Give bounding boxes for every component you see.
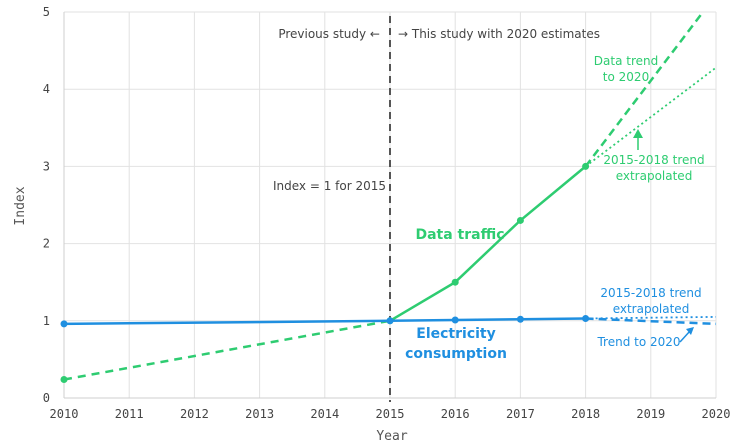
series-layer	[60, 11, 717, 402]
y-tick-3: 3	[43, 159, 50, 173]
data-traffic-point-2018	[582, 162, 590, 170]
data-traffic-point-backcast-2010	[60, 375, 68, 383]
data-traffic-backcast-line	[63, 319, 391, 381]
x-tick-2014: 2014	[310, 407, 339, 421]
electricity-point-2016	[451, 316, 459, 324]
y-axis-label: Index	[13, 186, 28, 225]
data-traffic-extrapolated-line	[585, 66, 717, 168]
x-tick-2013: 2013	[245, 407, 274, 421]
data-traffic-point-2016	[451, 278, 459, 286]
x-tick-2017: 2017	[506, 407, 535, 421]
previous-study-annotation: Previous study ←	[278, 27, 380, 41]
data-traffic-trend-2020-line	[584, 11, 704, 168]
elec-extrapolated-annotation-line2: extrapolated	[613, 302, 690, 316]
data-traffic-label: Data traffic	[415, 227, 504, 243]
x-tick-2010: 2010	[50, 407, 79, 421]
y-tick-5: 5	[43, 5, 50, 19]
electricity-point-2015	[386, 317, 394, 325]
electricity-extrapolated-line	[585, 316, 717, 320]
y-tick-1: 1	[43, 314, 50, 328]
electricity-label-line1: Electricity	[416, 326, 495, 342]
data-extrapolated-annotation-line1: 2015-2018 trend	[603, 153, 704, 167]
data-extrapolated-annotation-line2: extrapolated	[616, 169, 693, 183]
electricity-label-line2: consumption	[405, 346, 507, 362]
tick-labels: 2010 2011 2012 2013 2014 2015 2016 2017 2018 2019…	[43, 5, 731, 421]
x-axis-label: Year	[376, 429, 407, 444]
elec-trend-arrow	[679, 327, 694, 343]
electricity-point-2018	[582, 314, 590, 322]
electricity-point-2010	[60, 320, 68, 328]
electricity-trend-2020-line	[585, 317, 717, 326]
x-tick-2018: 2018	[571, 407, 600, 421]
x-tick-2012: 2012	[180, 407, 209, 421]
y-tick-4: 4	[43, 82, 50, 96]
x-tick-2011: 2011	[115, 407, 144, 421]
x-tick-2016: 2016	[441, 407, 470, 421]
data-traffic-point-2017	[516, 216, 524, 224]
elec-trend-annotation: Trend to 2020	[596, 335, 680, 349]
data-extrapolated-arrow	[633, 129, 643, 150]
this-study-annotation: → This study with 2020 estimates	[398, 27, 600, 41]
electricity-point-2017	[516, 315, 524, 323]
x-tick-2020: 2020	[702, 407, 731, 421]
y-tick-0: 0	[43, 391, 50, 405]
x-tick-2015: 2015	[376, 407, 405, 421]
data-traffic-line	[389, 165, 587, 322]
x-tick-2019: 2019	[636, 407, 665, 421]
data-trend-annotation-line2: to 2020	[603, 70, 649, 84]
elec-extrapolated-annotation-line1: 2015-2018 trend	[600, 286, 701, 300]
y-tick-2: 2	[43, 237, 50, 251]
data-trend-annotation-line1: Data trend	[594, 54, 658, 68]
index-note-annotation: Index = 1 for 2015	[273, 179, 386, 193]
